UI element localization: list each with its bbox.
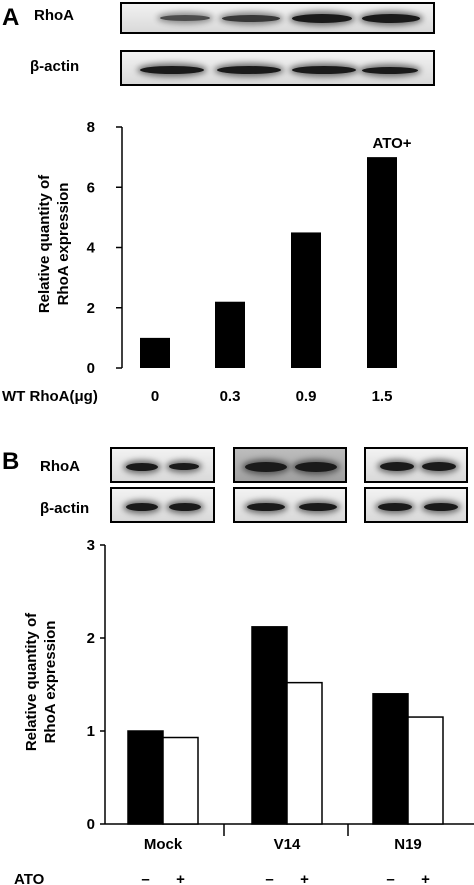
blot-band [292, 66, 356, 74]
blot-band [245, 462, 287, 472]
chart-a-bar [215, 301, 245, 368]
chart-a-bar [367, 157, 397, 368]
chart-a-x-tick-label: 0.9 [296, 388, 317, 405]
chart-b-x-tick-label: Mock [144, 836, 183, 853]
chart-b-subcategory-label: – [265, 871, 273, 885]
chart-a-y-tick-label: 8 [87, 119, 95, 136]
blot-band [362, 67, 418, 74]
chart-b-y-tick-label: 0 [87, 816, 95, 833]
chart-b-y-tick-label: 2 [87, 630, 95, 647]
blot-band [126, 503, 158, 511]
panel-a-rhoa-label: RhoA [34, 7, 74, 24]
chart-b-y-tick-label: 3 [87, 537, 95, 554]
chart-a-xlabel: WT RhoA(μg) [2, 388, 98, 405]
chart-a-ylabel-line: Relative quantity of [36, 174, 53, 313]
panel-a-actin-blot [120, 50, 435, 86]
chart-b-ylabel-line: Relative quantity of [23, 612, 40, 751]
chart-b-subcategory-label: + [421, 871, 430, 885]
blot-band [422, 462, 456, 471]
chart-a-bar [291, 232, 321, 368]
chart-a-x-tick-label: 1.5 [372, 388, 393, 405]
chart-a-y-tick-label: 0 [87, 360, 95, 377]
chart-b-y-tick-label: 1 [87, 723, 95, 740]
chart-b-x-tick-label: V14 [274, 836, 301, 853]
chart-b-subcategory-label: – [386, 871, 394, 885]
blot-band [247, 503, 285, 511]
panel-a-rhoa-blot [120, 2, 435, 34]
blot-band [160, 15, 210, 21]
chart-b-ylabel: Relative quantity of RhoA expression [23, 612, 59, 751]
blot-band [362, 14, 420, 23]
panel-b-rhoa-blot-v14 [233, 447, 347, 483]
chart-a-bar [140, 337, 170, 368]
blot-band [295, 462, 337, 472]
panel-b-actin-blot-mock [110, 487, 215, 523]
chart-b-bar [251, 626, 288, 825]
chart-b-ylabel-line: RhoA expression [42, 621, 59, 744]
chart-a-ylabel: Relative quantity of RhoA expression [36, 174, 72, 313]
blot-band [126, 463, 158, 471]
chart-b-bar [407, 716, 444, 825]
blot-band [222, 15, 280, 22]
chart-b-x-tick-label: N19 [394, 836, 422, 853]
blot-band [217, 66, 281, 74]
chart-a-x-tick-label: 0 [151, 388, 159, 405]
chart-b-bar [372, 693, 409, 825]
chart-a-y-tick-label: 2 [87, 300, 95, 317]
chart-a-annotation: ATO+ [372, 135, 411, 152]
panel-b-letter: B [2, 448, 20, 475]
chart-a-y-tick-label: 6 [87, 179, 95, 196]
blot-band [299, 503, 337, 511]
panel-b-rhoa-label: RhoA [40, 458, 80, 475]
panel-b-rhoa-blot-n19 [364, 447, 468, 483]
panel-a-actin-label: β-actin [30, 58, 80, 75]
blot-band [169, 463, 199, 470]
panel-b-actin-label: β-actin [40, 500, 90, 517]
panel-b-rhoa-blot-mock [110, 447, 215, 483]
blot-band [292, 14, 352, 23]
chart-a-ylabel-line: RhoA expression [55, 183, 72, 306]
chart-a-y-tick-label: 4 [87, 240, 96, 257]
chart-b-subcategory-label: – [141, 871, 149, 885]
chart-b-bar [162, 736, 199, 825]
blot-band [378, 503, 412, 511]
blot-band [380, 462, 414, 471]
blot-band [424, 503, 458, 511]
chart-b-bar [127, 730, 164, 825]
chart-b-bar [286, 681, 323, 825]
panel-a-letter: A [2, 4, 20, 31]
chart-b-subcategory-label: + [300, 871, 309, 885]
chart-b-xlabel: ATO [14, 871, 45, 885]
blot-band [169, 503, 201, 511]
panel-b-actin-blot-n19 [364, 487, 468, 523]
chart-b-subcategory-label: + [176, 871, 185, 885]
blot-band [140, 66, 204, 74]
chart-a-x-tick-label: 0.3 [220, 388, 241, 405]
panel-b-actin-blot-v14 [233, 487, 347, 523]
